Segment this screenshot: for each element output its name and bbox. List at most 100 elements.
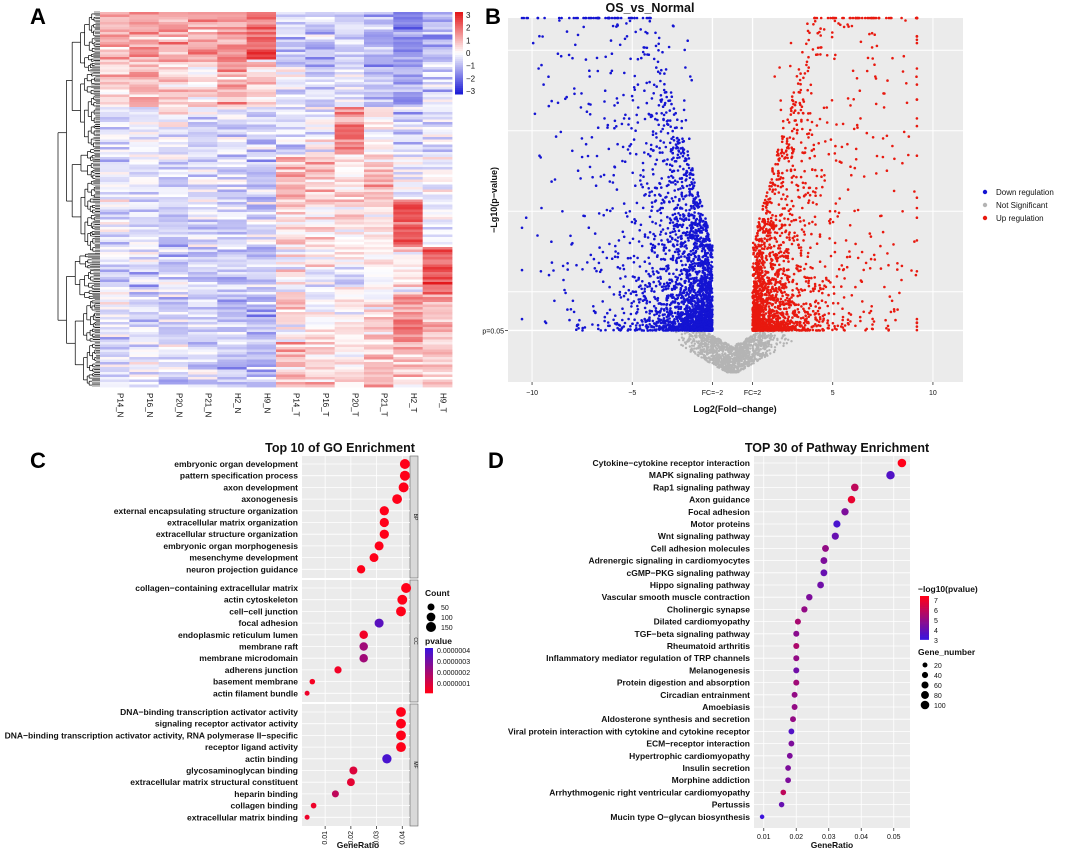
heatmap-cell	[334, 234, 365, 238]
volcano-point-down	[626, 215, 629, 218]
volcano-point-down	[658, 224, 662, 227]
heatmap-cell	[158, 284, 189, 288]
heatmap-cell	[305, 357, 336, 360]
heatmap-cell	[217, 197, 248, 200]
heatmap-cell	[188, 84, 218, 88]
volcano-point-not-significant	[708, 335, 711, 339]
heatmap-cell	[422, 304, 453, 308]
volcano-point-not-significant	[700, 339, 704, 343]
volcano-point-down	[633, 221, 637, 225]
volcano-point-not-significant	[677, 338, 681, 342]
heatmap-cell	[334, 182, 365, 185]
heatmap-cell	[100, 337, 130, 340]
heatmap-cell	[100, 12, 130, 15]
heatmap-cell	[158, 357, 189, 360]
heatmap-cell	[129, 194, 160, 198]
colorbar-segment	[455, 59, 463, 62]
heatmap-cell	[100, 69, 130, 73]
heatmap-cell	[129, 182, 160, 185]
heatmap-cell	[217, 374, 248, 378]
volcano-point-down	[627, 123, 630, 126]
heatmap-cell	[422, 39, 453, 43]
heatmap-cell	[305, 379, 336, 383]
heatmap-cell	[100, 347, 130, 350]
heatmap-cell	[188, 102, 218, 105]
heatmap-cell	[217, 314, 248, 318]
colorbar-segment	[455, 20, 463, 23]
heatmap-cell	[158, 347, 189, 350]
volcano-point-down	[655, 312, 658, 316]
volcano-point-down	[635, 16, 639, 20]
volcano-point-down	[684, 286, 687, 289]
heatmap-cell	[364, 364, 394, 368]
heatmap-cell	[393, 334, 424, 338]
heatmap-cell	[422, 194, 453, 198]
heatmap-cell	[158, 377, 189, 380]
volcano-point-down	[654, 307, 658, 310]
heatmap-cell	[276, 304, 306, 308]
heatmap-cell	[158, 57, 189, 60]
volcano-point-not-significant	[715, 355, 719, 359]
volcano-point-not-significant	[767, 340, 770, 343]
heatmap-cell	[422, 284, 453, 288]
heatmap-cell	[100, 249, 130, 253]
heatmap-cell	[217, 262, 248, 265]
heatmap-cell	[129, 304, 160, 308]
heatmap-cell	[364, 19, 394, 23]
heatmap-cell	[188, 59, 218, 63]
volcano-point-down	[658, 193, 661, 196]
heatmap-cell	[246, 327, 277, 330]
heatmap-cell	[158, 352, 189, 355]
heatmap-cell	[188, 99, 218, 103]
volcano-point-down	[661, 127, 664, 131]
heatmap-cell	[276, 249, 306, 253]
heatmap-cell	[364, 334, 394, 338]
volcano-point-not-significant	[703, 354, 707, 358]
heatmap-cell	[276, 97, 306, 100]
heatmap-cell	[305, 209, 336, 213]
heatmap-cell	[305, 142, 336, 145]
heatmap-cell	[246, 159, 277, 163]
volcano-point-not-significant	[744, 339, 747, 342]
volcano-point-down	[643, 117, 647, 121]
volcano-point-down	[592, 305, 595, 308]
heatmap-cell	[305, 239, 336, 243]
heatmap-cell	[276, 149, 306, 153]
volcano-point-down	[575, 263, 578, 267]
heatmap-cell	[129, 294, 160, 298]
volcano-point-down	[664, 90, 668, 94]
heatmap-cell	[129, 282, 160, 285]
heatmap-cell	[100, 264, 130, 268]
heatmap-cell	[364, 229, 394, 233]
heatmap-cell	[305, 347, 336, 350]
heatmap-cell	[305, 224, 336, 228]
heatmap-cell	[158, 307, 189, 310]
volcano-title: OS_vs_Normal	[606, 1, 695, 15]
heatmap-cell	[334, 269, 365, 273]
heatmap-cell	[100, 189, 130, 193]
heatmap-cell	[305, 32, 336, 35]
heatmap-cell	[276, 57, 306, 60]
heatmap-cell	[364, 314, 394, 318]
heatmap-cell	[393, 309, 424, 313]
heatmap-cell	[246, 47, 277, 50]
heatmap-cell	[422, 277, 453, 280]
heatmap-cell	[422, 54, 453, 58]
volcano-point-down	[651, 220, 654, 224]
volcano-point-not-significant	[772, 350, 776, 354]
volcano-point-not-significant	[682, 337, 685, 340]
volcano-point-not-significant	[710, 355, 713, 358]
heatmap-cell	[305, 154, 336, 158]
heatmap-cell	[364, 167, 394, 170]
heatmap-cell	[246, 59, 277, 63]
heatmap-cell	[422, 102, 453, 105]
heatmap-cell	[129, 202, 160, 205]
heatmap-cell	[129, 342, 160, 345]
volcano-point-not-significant	[716, 342, 719, 345]
volcano-point-down	[531, 41, 535, 45]
volcano-point-not-significant	[759, 348, 762, 351]
heatmap-cell	[246, 364, 277, 368]
heatmap-cell	[276, 352, 306, 355]
heatmap-cell	[334, 337, 365, 340]
volcano-point-down	[662, 288, 666, 291]
